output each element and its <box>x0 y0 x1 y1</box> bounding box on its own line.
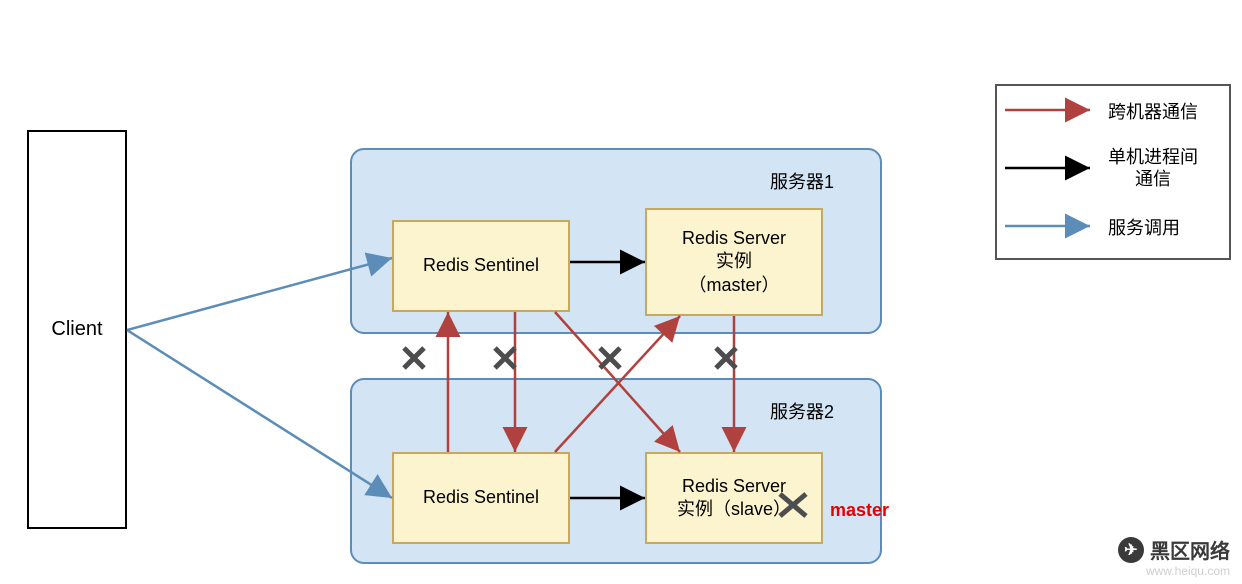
client-box: Client <box>27 130 127 529</box>
redis-slave-box: Redis Server 实例（slave） <box>645 452 823 544</box>
redis-slave-line1: Redis Server <box>682 475 786 498</box>
watermark: ✈ 黑区网络 www.heiqu.com <box>1118 535 1230 578</box>
redis-master-line1: Redis Server <box>682 227 786 250</box>
watermark-title: 黑区网络 <box>1150 535 1230 564</box>
x-mark-1 <box>404 348 424 368</box>
server2-label: 服务器2 <box>770 398 834 424</box>
legend-row-3: 服务调用 <box>1100 204 1180 254</box>
legend-row-2: 单机进程间 通信 <box>1100 144 1198 194</box>
diagram-canvas: Client 服务器1 服务器2 Redis Sentinel Redis Se… <box>0 0 1242 584</box>
client-label: Client <box>51 318 102 341</box>
watermark-icon: ✈ <box>1118 537 1144 563</box>
x-mark-4 <box>716 348 736 368</box>
sentinel2-box: Redis Sentinel <box>392 452 570 544</box>
legend-row-1: 跨机器通信 <box>1100 88 1198 138</box>
x-mark-2 <box>495 348 515 368</box>
legend-label-1: 跨机器通信 <box>1108 102 1198 124</box>
sentinel1-box: Redis Sentinel <box>392 220 570 312</box>
sentinel2-label: Redis Sentinel <box>423 486 539 509</box>
legend-label-2: 单机进程间 通信 <box>1108 147 1198 190</box>
server1-label: 服务器1 <box>770 168 834 194</box>
redis-master-line2: 实例 <box>716 250 752 273</box>
redis-master-line3: （master） <box>688 274 779 297</box>
redis-slave-line2: 实例（slave） <box>677 498 791 521</box>
x-mark-3 <box>600 348 620 368</box>
watermark-url: www.heiqu.com <box>1146 564 1230 578</box>
master-override-text: master <box>830 500 889 521</box>
redis-master-box: Redis Server 实例 （master） <box>645 208 823 316</box>
sentinel1-label: Redis Sentinel <box>423 254 539 277</box>
legend-label-3: 服务调用 <box>1108 218 1180 240</box>
